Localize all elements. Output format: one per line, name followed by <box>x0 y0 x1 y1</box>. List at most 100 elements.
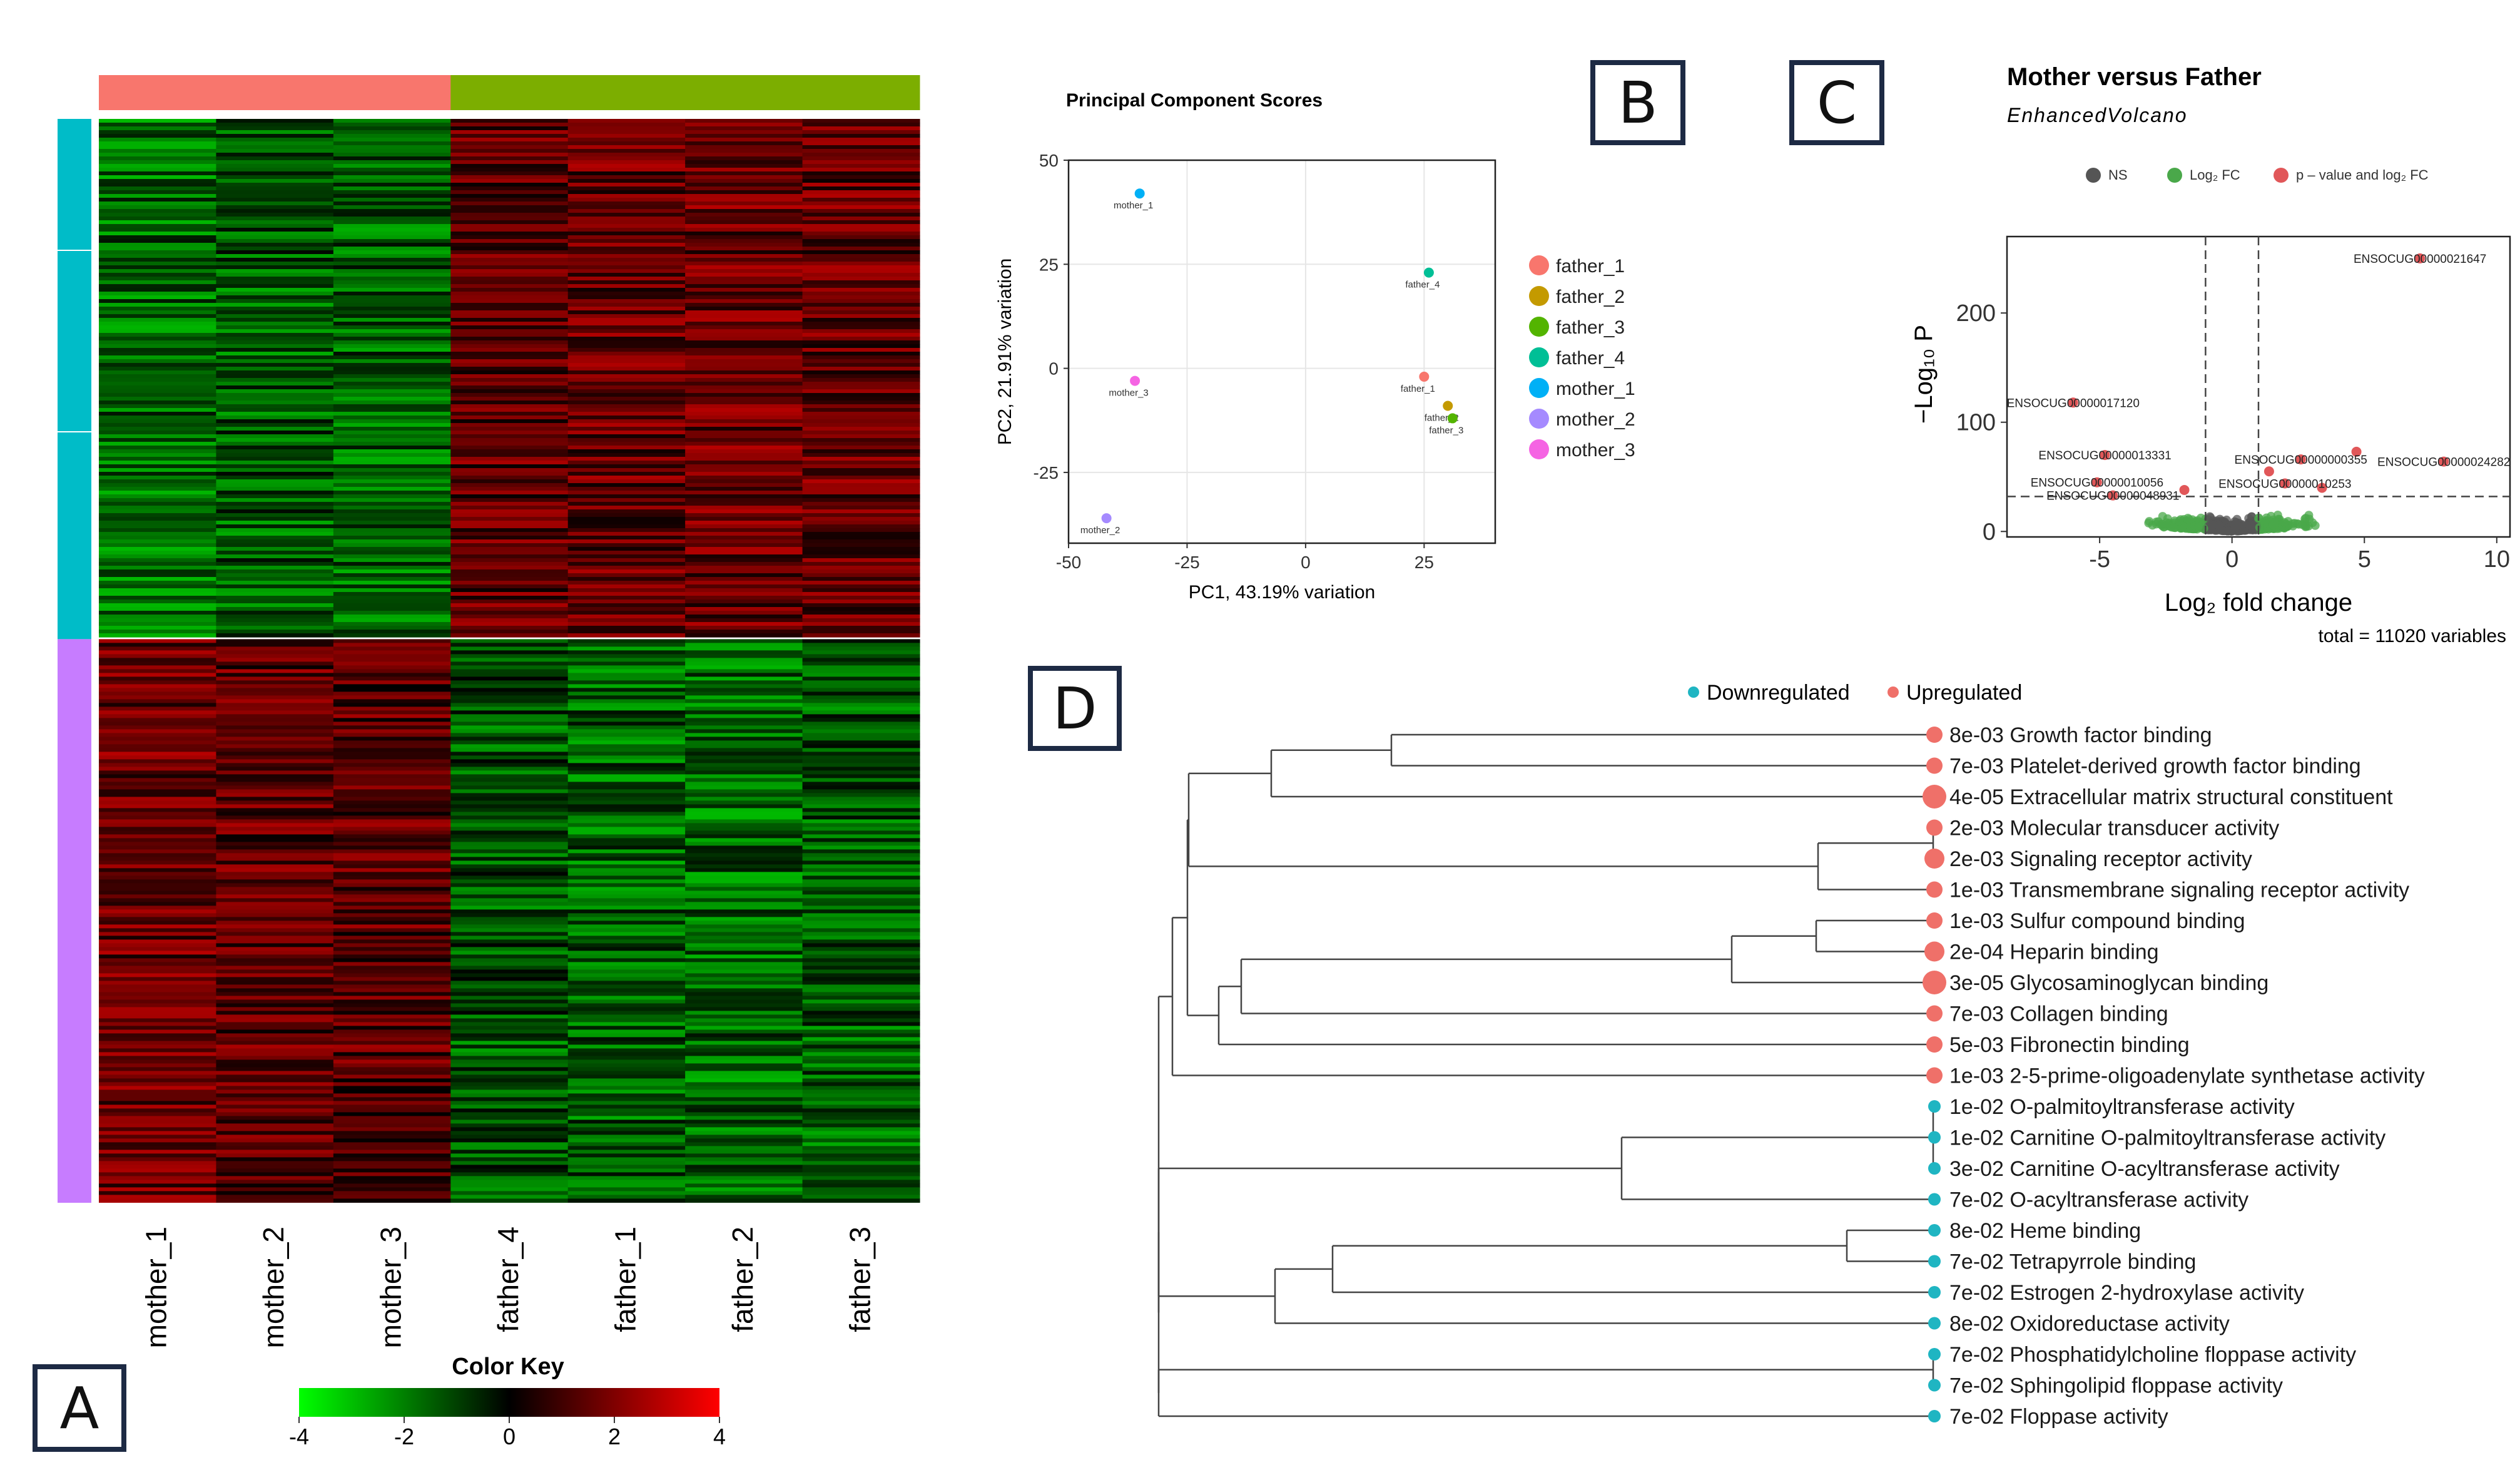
heatmap-cell <box>333 913 451 917</box>
heatmap-cell <box>685 1105 803 1109</box>
heatmap-cell <box>802 626 920 630</box>
heatmap-cell <box>567 487 686 491</box>
heatmap-cell <box>685 823 803 827</box>
heatmap-cell <box>216 385 334 390</box>
heatmap-cell <box>333 680 451 685</box>
heatmap-cell <box>802 800 920 805</box>
heatmap-cell <box>802 434 920 439</box>
heatmap-cell <box>802 611 920 615</box>
heatmap-cell <box>685 1183 803 1188</box>
volcano-point <box>2310 521 2320 530</box>
heatmap-cell <box>567 217 686 221</box>
heatmap-cell <box>685 367 803 371</box>
heatmap-cell <box>567 153 686 157</box>
heatmap-cell <box>216 630 334 634</box>
heatmap-cell <box>333 1176 451 1180</box>
heatmap-cell <box>685 461 803 465</box>
heatmap-cell <box>567 630 686 634</box>
heatmap-cell <box>567 992 686 996</box>
heatmap-cell <box>216 1131 334 1135</box>
heatmap-cell <box>333 815 451 820</box>
heatmap-cell <box>216 431 334 435</box>
heatmap-cell <box>685 607 803 611</box>
heatmap-cell <box>216 374 334 379</box>
tree-leaf-label-3: 4e-05 Extracellular matrix structural co… <box>1949 785 2393 809</box>
heatmap-cell <box>685 1044 803 1049</box>
heatmap-cell <box>333 168 451 172</box>
heatmap-cell <box>567 710 686 715</box>
tree-leaf-label-13: 1e-02 O-palmitoyltransferase activity <box>1949 1095 2295 1119</box>
heatmap-cell <box>567 725 686 730</box>
tree-edges <box>1157 733 1934 1417</box>
heatmap-cell <box>802 175 920 180</box>
heatmap-cell <box>802 857 920 861</box>
heatmap-cell <box>333 370 451 375</box>
heatmap-cell <box>333 906 451 910</box>
heatmap-cell <box>685 838 803 842</box>
heatmap-cell <box>333 427 451 431</box>
heatmap-cell <box>567 823 686 827</box>
heatmap-cell <box>333 954 451 959</box>
heatmap-cell <box>450 611 569 615</box>
heatmap-cell <box>567 695 686 700</box>
heatmap-cell <box>450 600 569 604</box>
heatmap-cell <box>802 340 920 345</box>
heatmap-cell <box>685 819 803 824</box>
tree-leaf-marker-10 <box>1926 1005 1943 1022</box>
heatmap-cell <box>333 472 451 476</box>
heatmap-cell <box>333 654 451 658</box>
volcano-point <box>2245 521 2255 530</box>
heatmap-cell <box>685 370 803 375</box>
heatmap-cell <box>333 352 451 356</box>
heatmap-cell <box>99 676 217 681</box>
heatmap-cell <box>99 607 217 611</box>
heatmap-cell <box>99 558 217 563</box>
heatmap-cell <box>685 1172 803 1176</box>
heatmap-cell <box>333 442 451 446</box>
heatmap-cell <box>333 385 451 390</box>
heatmap-cell <box>333 423 451 427</box>
heatmap-cell <box>685 457 803 461</box>
heatmap-cell <box>216 830 334 835</box>
heatmap-cell <box>450 573 569 578</box>
heatmap-cell <box>450 247 569 251</box>
heatmap-cell <box>685 872 803 876</box>
heatmap-cell <box>99 153 217 157</box>
volcano-title: Mother versus Father <box>2007 63 2262 91</box>
heatmap-cell <box>99 262 217 266</box>
heatmap-cell <box>333 468 451 472</box>
heatmap-cell <box>567 947 686 951</box>
heatmap-cell <box>333 355 451 360</box>
heatmap-cell <box>216 340 334 345</box>
heatmap-cell <box>802 759 920 763</box>
heatmap-cell <box>802 733 920 737</box>
heatmap-cell <box>450 194 569 198</box>
heatmap-cell <box>450 453 569 457</box>
heatmap-cell <box>333 785 451 790</box>
heatmap-cell <box>333 243 451 247</box>
heatmap-cell <box>685 827 803 831</box>
heatmap-cell <box>802 205 920 210</box>
heatmap-cell <box>685 352 803 356</box>
heatmap-cell <box>450 198 569 202</box>
heatmap-cell <box>685 860 803 865</box>
heatmap-cell <box>99 280 217 285</box>
heatmap-cell <box>685 943 803 947</box>
heatmap-cell <box>450 344 569 349</box>
heatmap-cell <box>450 853 569 857</box>
heatmap-cell <box>99 419 217 424</box>
heatmap-cell <box>567 981 686 985</box>
heatmap-cell <box>99 265 217 270</box>
heatmap-cell <box>685 1108 803 1113</box>
heatmap-cell <box>802 446 920 450</box>
heatmap-cell <box>216 258 334 262</box>
heatmap-cell <box>802 1018 920 1023</box>
heatmap-cell <box>333 902 451 906</box>
heatmap-cell <box>333 1146 451 1150</box>
heatmap-cell <box>685 999 803 1004</box>
heatmap-cell <box>802 457 920 461</box>
heatmap-cell <box>216 906 334 910</box>
heatmap-cell <box>685 307 803 311</box>
heatmap-cell <box>99 464 217 469</box>
heatmap-cell <box>567 1086 686 1090</box>
